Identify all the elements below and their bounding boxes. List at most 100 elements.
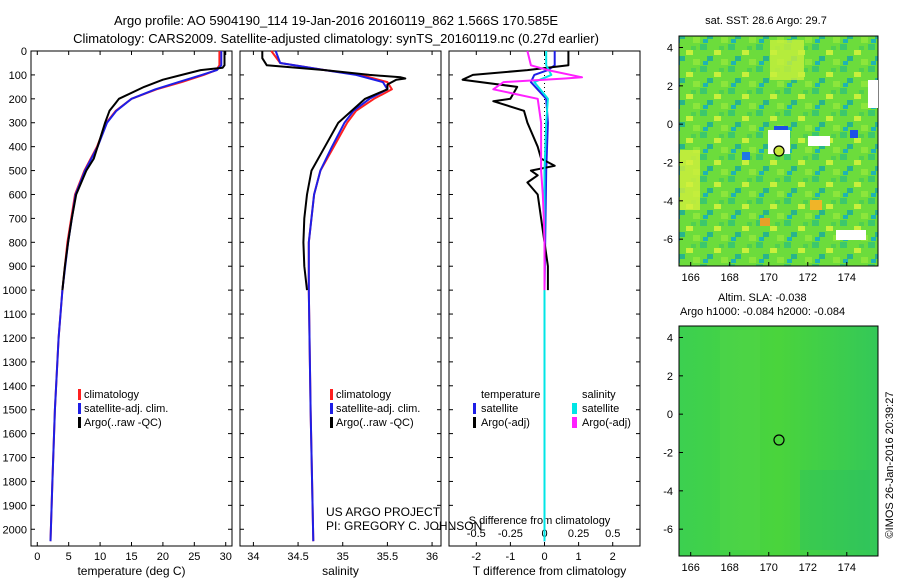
map-y-tick-label: -4 [663,486,673,498]
depth-tick-label: 200 [9,94,27,106]
legend-label: satellite-adj. clim. [84,403,168,415]
sst-missing-patch [836,230,866,240]
sst-warm-patch [770,40,804,80]
legend-swatch [473,417,476,428]
legend-swatch [572,417,577,428]
temperature-panel: 0 5 10 15 20 25 30 temperature (deg C) climatolo… [30,50,233,578]
legend-swatch [330,417,333,428]
map-y-tick-label: 4 [667,333,673,345]
depth-tick-label: 1600 [3,429,27,441]
depth-tick-label: 1200 [3,333,27,345]
sla-map-title-line1: Altim. SLA: -0.038 [718,292,807,304]
depth-tick-label: 100 [9,70,27,82]
x-tick-label: 35.5 [377,551,398,563]
x-axis-label: T difference from climatology [473,564,627,578]
legend-swatch [473,403,476,414]
x-tick-label: -2 [471,551,481,563]
series-line-salinity-argo [492,50,583,291]
x-tick-label: 5 [66,551,72,563]
sst-missing-patch [808,136,830,146]
depth-tick-label: 1500 [3,405,27,417]
pi-label: PI: GREGORY C. JOHNSON [326,519,482,533]
sla-map-title-line2: Argo h1000: -0.084 h2000: -0.084 [680,306,845,318]
map-x-tick-label: 170 [760,272,778,284]
x-tick-label: -1 [506,551,516,563]
difference-panel: -2 -1 0 1 2-0.5 -0.25 0 0.25 0.5S difference fro… [448,50,641,578]
series-line-argo [261,51,407,291]
sla-dark-band [800,470,870,550]
map-x-tick-label: 166 [682,562,700,574]
map-x-tick-label: 168 [721,562,739,574]
x-tick-label: 35 [337,551,349,563]
series-line-satellite [274,50,389,542]
series-line-satellite [49,51,223,542]
map-y-tick-label: 2 [667,371,673,383]
plot-frame [239,50,442,547]
series-line-climatology [270,50,393,542]
sst-map-axes: 4 2 0 -2 -4 -6 166 168 170 172 174 [663,43,856,285]
depth-axis: 0 100 200 300 400 500 600 700 800 900 1000 1100 1200… [3,46,27,536]
salinity-panel: 34 34.5 35 35.5 36 salinity climatology satelli… [239,50,442,578]
legend-label: climatology [336,389,392,401]
map-y-tick-label: -6 [663,234,673,246]
legend-label: Argo(..raw -QC) [84,417,162,429]
x-tick-label: 20 [157,551,169,563]
title-line2: Climatology: CARS2009. Satellite-adjuste… [73,31,599,46]
depth-tick-label: 800 [9,237,27,249]
sst-warm-patch [680,150,700,210]
series-line-temperature-satellite [529,51,556,542]
map-y-tick-label: 0 [667,409,673,421]
x-tick-label: 1 [576,551,582,563]
sst-missing-patch [868,80,878,108]
sla-map-axes: 4 2 0 -2 -4 -6 166 168 170 172 174 [663,333,856,575]
series-line-temperature-argo [461,51,570,291]
top-x-tick-label: 0.5 [605,528,620,540]
sst-blue-patch [850,130,858,138]
map-y-tick-label: -2 [663,158,673,170]
series-line-argo [61,51,226,291]
depth-tick-label: 1800 [3,476,27,488]
depth-tick-label: 0 [21,46,27,58]
legend-label: satellite [582,403,619,415]
depth-tick-label: 600 [9,189,27,201]
sst-orange-patch [760,218,770,226]
x-tick-label: 25 [188,551,200,563]
argo-location-marker [773,145,785,157]
sla-light-band [720,330,760,550]
map-y-tick-label: 2 [667,81,673,93]
depth-tick-label: 2000 [3,524,27,536]
x-axis-label: temperature (deg C) [77,564,185,578]
x-tick-label: 10 [94,551,106,563]
x-axis-label: salinity [322,564,359,578]
x-tick-label: 2 [610,551,616,563]
map-x-tick-label: 166 [682,272,700,284]
map-y-tick-label: -4 [663,196,673,208]
map-x-tick-label: 172 [799,272,817,284]
depth-tick-label: 1900 [3,500,27,512]
sst-map-title: sat. SST: 28.6 Argo: 29.7 [705,15,827,27]
x-tick-label: 34 [247,551,259,563]
depth-tick-label: 700 [9,213,27,225]
x-tick-label: 0 [541,551,547,563]
sst-orange-patch [810,200,822,210]
credit-label: ©IMOS 26-Jan-2016 20:39:27 [884,392,896,539]
map-y-tick-label: 4 [667,43,673,55]
sst-blue-patch [742,152,750,160]
map-y-tick-label: -6 [663,524,673,536]
map-x-tick-label: 174 [838,272,856,284]
legend-label: satellite-adj. clim. [336,403,420,415]
x-tick-label: 30 [220,551,232,563]
legend-swatch [330,389,333,400]
legend-label: Argo(..raw -QC) [336,417,414,429]
legend-swatch [78,403,81,414]
depth-tick-label: 1700 [3,453,27,465]
legend-swatch [572,403,577,414]
depth-tick-label: 1400 [3,381,27,393]
title-line1: Argo profile: AO 5904190_114 19-Jan-2016… [114,13,558,28]
legend-swatch [78,417,81,428]
series-line-climatology [49,51,221,542]
sla-map [678,325,879,557]
sst-missing-patch [768,130,790,154]
map-x-tick-label: 168 [721,272,739,284]
